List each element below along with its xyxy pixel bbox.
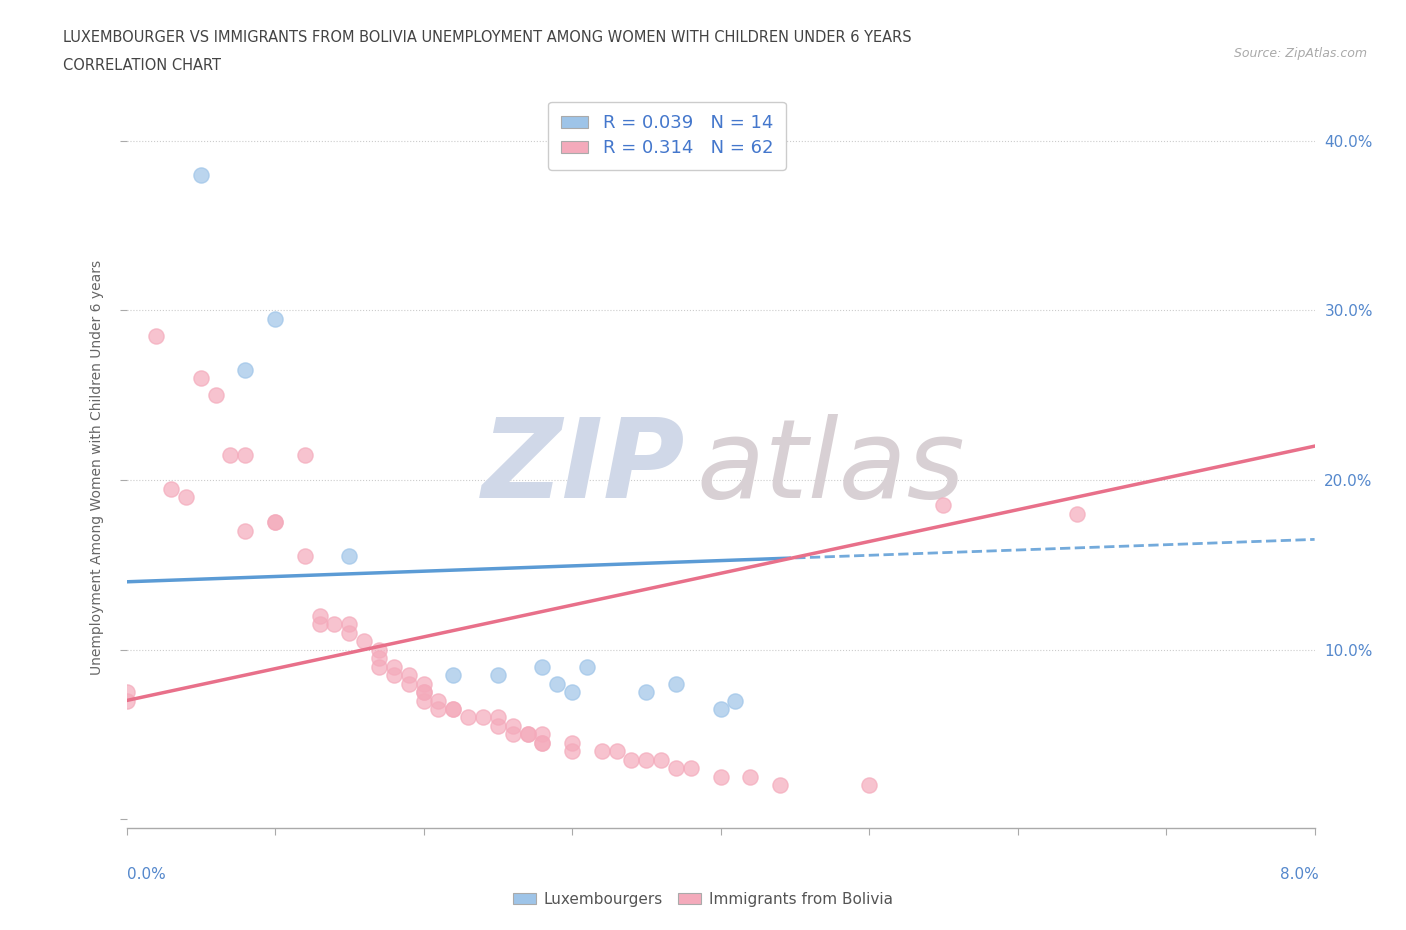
Point: [665, 761, 688, 776]
Point: [323, 617, 346, 631]
Point: [561, 744, 583, 759]
Point: [531, 659, 554, 674]
Text: atlas: atlas: [697, 414, 966, 521]
Point: [561, 736, 583, 751]
Text: CORRELATION CHART: CORRELATION CHART: [63, 58, 221, 73]
Point: [591, 744, 613, 759]
Point: [264, 515, 287, 530]
Point: [441, 701, 464, 716]
Point: [679, 761, 702, 776]
Point: [740, 769, 762, 784]
Point: [337, 549, 360, 564]
Point: [620, 752, 643, 767]
Point: [441, 668, 464, 683]
Point: [1066, 507, 1088, 522]
Point: [308, 608, 330, 623]
Point: [709, 701, 731, 716]
Point: [368, 651, 391, 666]
Point: [294, 549, 316, 564]
Text: ZIP: ZIP: [481, 414, 685, 521]
Point: [337, 625, 360, 640]
Point: [636, 684, 658, 699]
Point: [932, 498, 955, 513]
Point: [531, 736, 554, 751]
Point: [233, 363, 256, 378]
Legend: Luxembourgers, Immigrants from Bolivia: Luxembourgers, Immigrants from Bolivia: [508, 886, 898, 913]
Point: [516, 727, 538, 742]
Point: [441, 701, 464, 716]
Point: [368, 643, 391, 658]
Text: 8.0%: 8.0%: [1279, 867, 1319, 882]
Point: [457, 710, 479, 724]
Point: [382, 659, 405, 674]
Point: [398, 676, 420, 691]
Point: [412, 676, 434, 691]
Point: [486, 719, 509, 734]
Point: [160, 481, 183, 496]
Point: [516, 727, 538, 742]
Point: [145, 328, 167, 343]
Point: [412, 693, 434, 708]
Point: [546, 676, 568, 691]
Point: [531, 736, 554, 751]
Point: [427, 693, 450, 708]
Point: [636, 752, 658, 767]
Point: [233, 447, 256, 462]
Point: [219, 447, 242, 462]
Point: [575, 659, 598, 674]
Point: [502, 727, 524, 742]
Text: Source: ZipAtlas.com: Source: ZipAtlas.com: [1233, 46, 1367, 60]
Point: [174, 489, 197, 504]
Legend: R = 0.039   N = 14, R = 0.314   N = 62: R = 0.039 N = 14, R = 0.314 N = 62: [548, 101, 786, 170]
Point: [382, 668, 405, 683]
Point: [398, 668, 420, 683]
Point: [486, 710, 509, 724]
Point: [769, 777, 792, 792]
Point: [650, 752, 672, 767]
Point: [294, 447, 316, 462]
Point: [264, 515, 287, 530]
Text: 0.0%: 0.0%: [127, 867, 166, 882]
Point: [264, 312, 287, 326]
Point: [412, 684, 434, 699]
Point: [337, 617, 360, 631]
Point: [709, 769, 731, 784]
Point: [308, 617, 330, 631]
Point: [368, 659, 391, 674]
Point: [486, 668, 509, 683]
Point: [115, 684, 138, 699]
Point: [412, 684, 434, 699]
Point: [561, 684, 583, 699]
Point: [531, 727, 554, 742]
Point: [115, 693, 138, 708]
Point: [665, 676, 688, 691]
Point: [190, 167, 212, 182]
Point: [427, 701, 450, 716]
Point: [233, 524, 256, 538]
Point: [502, 719, 524, 734]
Point: [190, 371, 212, 386]
Point: [353, 633, 375, 648]
Point: [858, 777, 880, 792]
Point: [204, 388, 226, 403]
Point: [606, 744, 628, 759]
Text: LUXEMBOURGER VS IMMIGRANTS FROM BOLIVIA UNEMPLOYMENT AMONG WOMEN WITH CHILDREN U: LUXEMBOURGER VS IMMIGRANTS FROM BOLIVIA …: [63, 30, 912, 45]
Y-axis label: Unemployment Among Women with Children Under 6 years: Unemployment Among Women with Children U…: [90, 259, 104, 675]
Point: [472, 710, 495, 724]
Point: [724, 693, 747, 708]
